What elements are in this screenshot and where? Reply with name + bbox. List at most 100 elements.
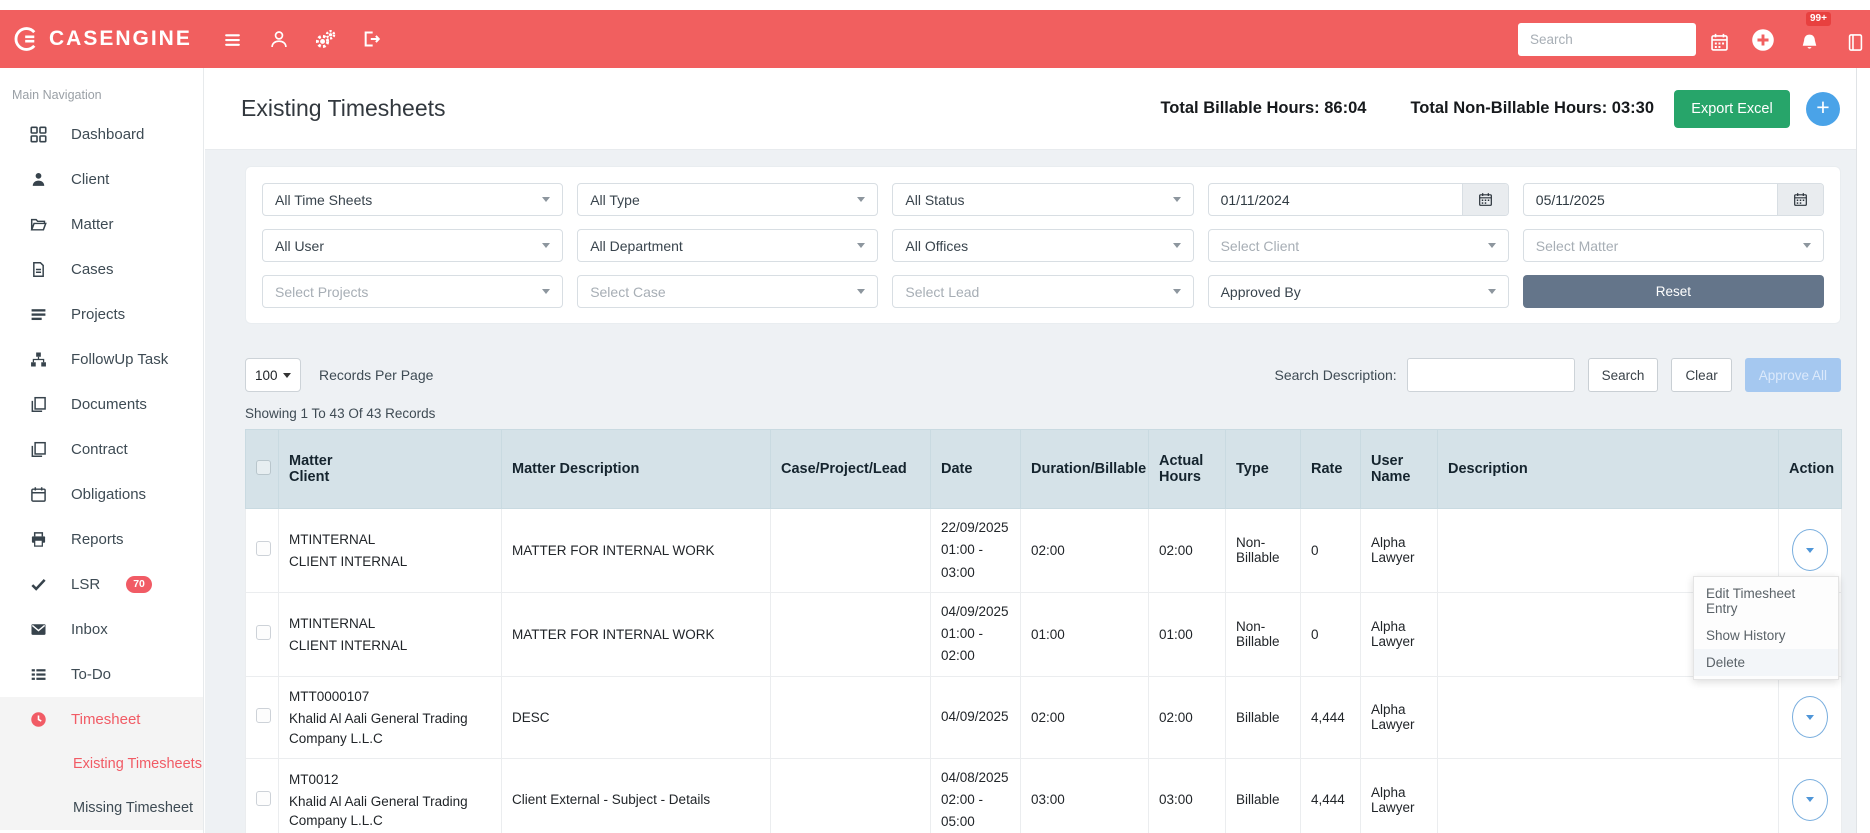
row-checkbox[interactable] [256, 541, 271, 557]
sidebar-item-dashboard[interactable]: Dashboard [0, 112, 203, 157]
export-excel-button[interactable]: Export Excel [1674, 89, 1790, 128]
filter-case-select[interactable]: Select Case [577, 275, 879, 308]
approve-all-button[interactable]: Approve All [1744, 358, 1841, 392]
sidebar-item-projects[interactable]: Projects [0, 292, 203, 337]
records-per-page-select[interactable]: 100 [245, 358, 301, 392]
chevron-down-icon [542, 289, 551, 294]
menu-icon[interactable] [220, 26, 246, 52]
clear-button[interactable]: Clear [1671, 358, 1732, 392]
main-content: Existing Timesheets Total Billable Hours… [205, 68, 1856, 833]
sidebar: Main Navigation Dashboard Client Matter … [0, 68, 204, 833]
settings-gears-icon[interactable] [312, 26, 338, 52]
filter-type-select[interactable]: All Type [577, 183, 879, 216]
row-select-cell [245, 508, 279, 593]
user-icon[interactable] [266, 26, 292, 52]
copy-pages-icon [30, 396, 47, 413]
quick-add-icon[interactable] [1750, 27, 1776, 53]
filter-value: All Status [905, 191, 965, 208]
filter-matter-select[interactable]: Select Matter [1522, 229, 1824, 262]
brand-logo[interactable]: CASENGINE [14, 26, 192, 52]
row-action-dropdown-button[interactable] [1792, 778, 1828, 821]
chevron-down-icon [1172, 197, 1181, 202]
top-navbar: CASENGINE 99+ [0, 10, 1870, 68]
sidebar-subitem-existing-timesheets[interactable]: Existing Timesheets [0, 742, 203, 786]
sidebar-subitem-missing-timesheet[interactable]: Missing Timesheet [0, 786, 203, 830]
search-description-input[interactable] [1406, 358, 1575, 392]
actual-hours-cell: 02:00 [1148, 508, 1226, 593]
filter-value: All Type [590, 191, 640, 208]
filter-offices-select[interactable]: All Offices [892, 229, 1194, 262]
duration-cell: 02:00 [1020, 508, 1149, 593]
col-user-name: User Name [1360, 429, 1438, 509]
matter-code: MTINTERNAL [289, 532, 376, 548]
type-cell: Billable [1225, 675, 1301, 759]
filter-date-from[interactable]: 01/11/2024 [1207, 183, 1509, 216]
sidebar-item-contract[interactable]: Contract [0, 427, 203, 472]
row-action-dropdown-button[interactable] [1792, 696, 1828, 739]
total-billable-hours: Total Billable Hours: 86:04 [1160, 99, 1367, 117]
actual-hours-cell: 01:00 [1148, 591, 1226, 677]
sidebar-item-obligations[interactable]: Obligations [0, 472, 203, 517]
global-search-input[interactable] [1518, 23, 1696, 56]
col-rate: Rate [1300, 429, 1361, 509]
sidebar-item-lsr[interactable]: LSR 70 [0, 562, 203, 607]
col-action: Action [1778, 429, 1842, 509]
filter-projects-select[interactable]: Select Projects [262, 275, 564, 308]
filter-timesheets-select[interactable]: All Time Sheets [262, 183, 564, 216]
row-checkbox[interactable] [256, 625, 271, 641]
sidebar-item-client[interactable]: Client [0, 157, 203, 202]
sidebar-item-documents[interactable]: Documents [0, 382, 203, 427]
table-row: MT0012 Khalid Al Aali General Trading Com… [245, 757, 1842, 833]
sidebar-item-label: LSR [71, 576, 101, 593]
menu-item-delete[interactable]: Delete [1694, 649, 1838, 676]
date-cell: 22/09/2025 01:00 - 03:00 [930, 508, 1021, 593]
actual-hours-cell: 02:00 [1148, 675, 1226, 759]
row-action-dropdown-button[interactable] [1792, 529, 1828, 572]
select-all-checkbox[interactable] [256, 459, 271, 475]
add-timesheet-button[interactable]: + [1806, 91, 1840, 126]
filter-approved-by-select[interactable]: Approved By [1207, 275, 1509, 308]
reset-button[interactable]: Reset [1522, 275, 1824, 308]
filter-value: All User [275, 237, 325, 254]
search-description-label: Search Description: [1274, 367, 1397, 383]
filter-client-select[interactable]: Select Client [1207, 229, 1509, 262]
rate-cell: 4,444 [1300, 757, 1361, 833]
row-checkbox[interactable] [256, 708, 271, 724]
calendar-icon[interactable] [1461, 184, 1508, 215]
sidebar-item-timesheet[interactable]: Timesheet [0, 697, 203, 742]
menu-item-edit-timesheet-entry[interactable]: Edit Timesheet Entry [1706, 586, 1796, 616]
page-title: Existing Timesheets [241, 95, 446, 121]
sidebar-item-reports[interactable]: Reports [0, 517, 203, 562]
user-name-cell: Alpha Lawyer [1360, 591, 1438, 677]
filter-department-select[interactable]: All Department [577, 229, 879, 262]
menu-item-show-history[interactable]: Show History [1706, 628, 1786, 643]
journal-panel-icon[interactable] [1842, 29, 1868, 55]
filter-status-select[interactable]: All Status [892, 183, 1194, 216]
filter-value: All Time Sheets [275, 191, 373, 208]
sidebar-item-todo[interactable]: To-Do [0, 652, 203, 697]
matter-code: MTT0000107 [289, 689, 370, 705]
chevron-down-icon [1806, 714, 1814, 720]
sidebar-item-cases[interactable]: Cases [0, 247, 203, 292]
row-checkbox[interactable] [256, 790, 271, 806]
sidebar-item-label: Obligations [71, 486, 147, 503]
sidebar-item-label: Reports [71, 531, 124, 548]
notifications-bell-icon[interactable] [1796, 29, 1822, 55]
sidebar-item-label: Client [71, 171, 110, 188]
logout-icon[interactable] [358, 26, 384, 52]
document-icon [30, 261, 47, 278]
calendar-icon[interactable] [1706, 29, 1732, 55]
calendar-icon[interactable] [1777, 184, 1823, 215]
clock-icon [30, 711, 47, 728]
matter-code: MTINTERNAL [289, 615, 376, 631]
search-button[interactable]: Search [1587, 358, 1659, 392]
sidebar-item-matter[interactable]: Matter [0, 202, 203, 247]
chevron-down-icon [857, 243, 866, 248]
sidebar-item-inbox[interactable]: Inbox [0, 607, 203, 652]
filter-date-to[interactable]: 05/11/2025 [1522, 183, 1824, 216]
chevron-down-icon [1803, 243, 1811, 248]
filter-user-select[interactable]: All User [262, 229, 564, 262]
filter-lead-select[interactable]: Select Lead [892, 275, 1194, 308]
sidebar-item-followup-task[interactable]: FollowUp Task [0, 337, 203, 382]
select-all-header [245, 429, 279, 509]
